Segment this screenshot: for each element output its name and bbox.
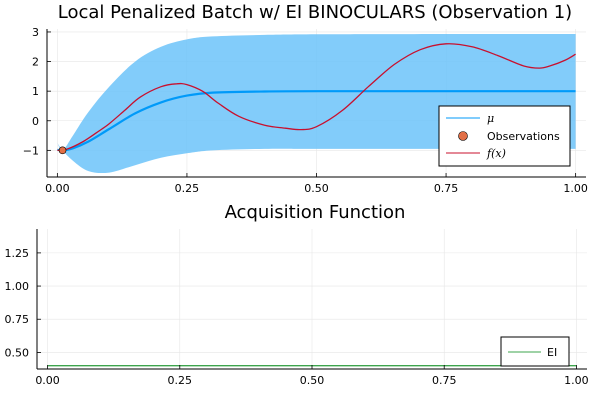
legend-mu-label: μ [487,112,494,125]
legend-observations-swatch [458,131,468,141]
x-tick-label: 0.00 [35,374,60,387]
x-tick-label: 1.00 [564,374,589,387]
top-chart-title: Local Penalized Batch w/ EI BINOCULARS (… [58,2,572,23]
y-tick-label: 0 [32,115,39,128]
y-tick-label: 1 [32,85,39,98]
x-tick-label: 0.25 [175,182,200,195]
legend-fx-label: f(x) [486,147,506,160]
x-tick-label: 0.75 [432,374,457,387]
x-tick-label: 0.50 [300,374,325,387]
top-chart-panel: Local Penalized Batch w/ EI BINOCULARS (… [23,2,588,195]
bottom-chart-panel: Acquisition Function 0.00 0.25 0.50 0.75 1.0… [5,202,589,387]
y-tick-label: 1.25 [5,247,30,260]
y-tick-label: 1.00 [5,280,30,293]
observation-point [58,146,67,155]
x-tick-label: 0.00 [45,182,70,195]
top-chart-legend: μ Observations f(x) [438,105,571,167]
mu-line [57,90,576,152]
x-tick-label: 0.75 [434,182,459,195]
fx-line [57,43,576,152]
y-tick-label: 2 [32,56,39,69]
bottom-chart-tick-labels: 0.00 0.25 0.50 0.75 1.00 0.50 0.75 1.00 1.25 [5,247,589,387]
bottom-chart-grid [37,229,587,369]
x-tick-label: 0.50 [304,182,329,195]
bottom-chart-legend: EI [500,336,570,367]
top-chart-lines-layer [57,43,576,152]
legend-ei-label: EI [547,346,557,359]
y-tick-label: −1 [23,144,39,157]
x-tick-label: 0.25 [168,374,193,387]
legend-observations-label: Observations [487,130,560,143]
top-chart-tick-labels: 0.00 0.25 0.50 0.75 1.00 −1 0 1 2 3 [23,26,588,195]
x-tick-label: 1.00 [563,182,588,195]
bottom-chart-title: Acquisition Function [225,202,406,223]
y-tick-label: 3 [32,26,39,39]
top-chart-points-layer [58,146,67,155]
top-chart-axes [46,29,586,178]
y-tick-label: 0.75 [5,313,30,326]
bottom-chart-axes [36,229,587,370]
y-tick-label: 0.50 [5,346,30,359]
